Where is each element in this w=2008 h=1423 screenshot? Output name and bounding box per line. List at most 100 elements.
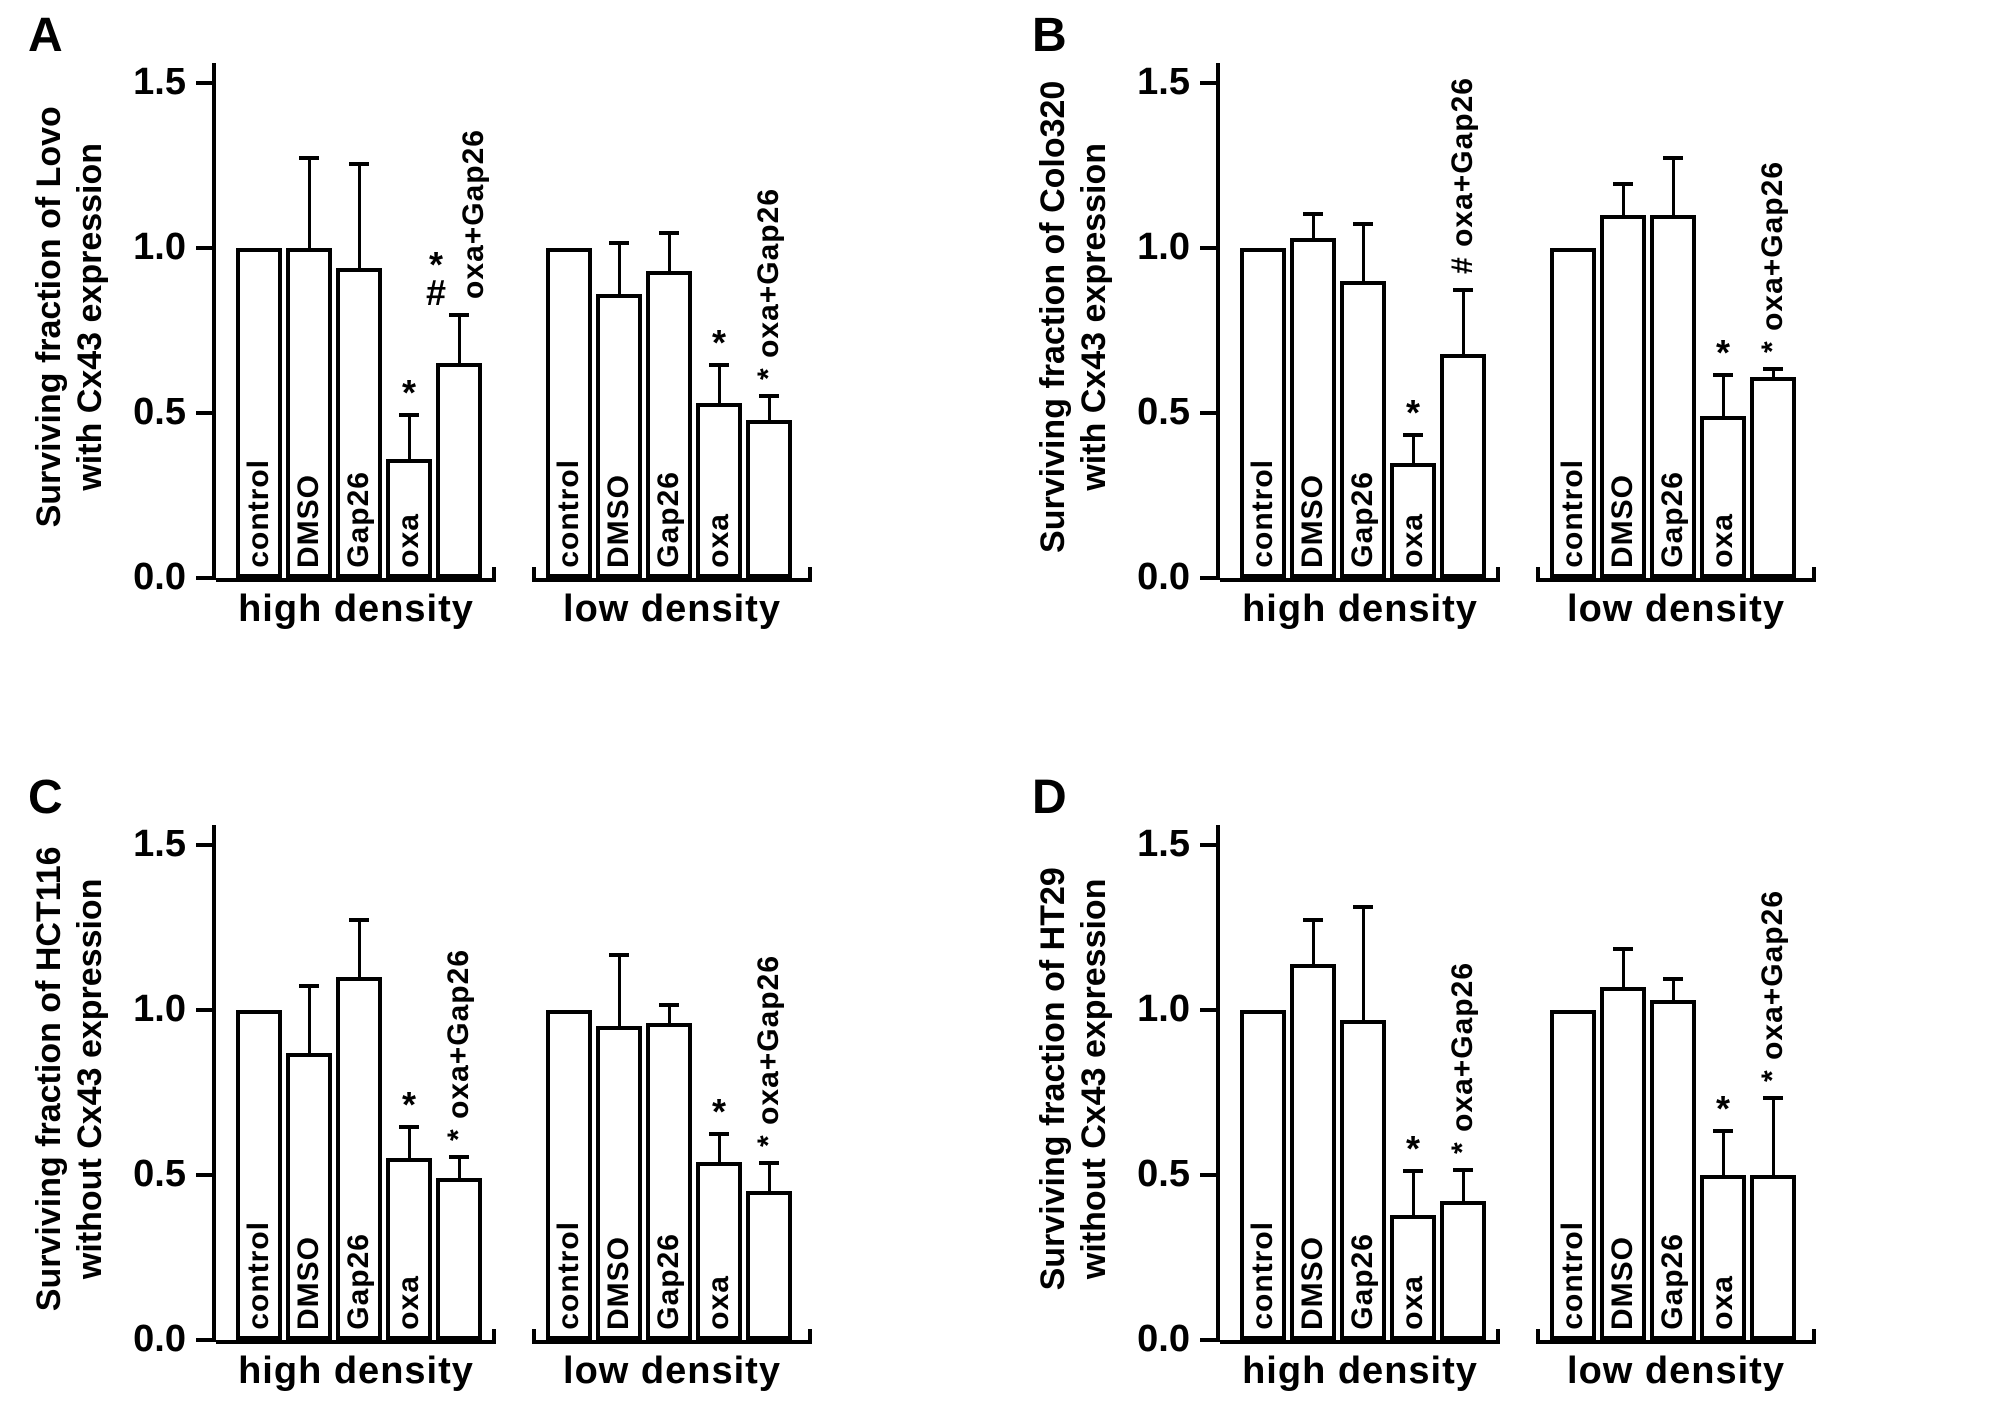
- bar-column-oxa: oxa *: [1390, 825, 1436, 1340]
- baseline-end-tick: [1812, 1329, 1816, 1340]
- bar-oxa: [1390, 1215, 1436, 1340]
- bar-label-control: control: [1246, 1221, 1279, 1330]
- bar-oxa: [1700, 1175, 1746, 1340]
- error-bar-line: [717, 363, 721, 403]
- bar-column-Gap26: Gap26: [1650, 63, 1696, 578]
- y-tick-mark: [1200, 1172, 1216, 1177]
- bar-column-Gap26: Gap26: [336, 63, 382, 578]
- bar-top-label-oxa+Gap26: * oxa+Gap26: [1756, 890, 1789, 1082]
- bar-column-Gap26: Gap26: [646, 825, 692, 1340]
- baseline-end-tick: [1536, 1329, 1540, 1340]
- error-bar-cap: [1713, 373, 1733, 377]
- significance-marker: *: [396, 1083, 422, 1125]
- bar-control: [236, 248, 282, 578]
- y-axis-label: Surviving fraction of Colo320 with Cx43 e…: [1033, 17, 1115, 617]
- y-axis-label: Surviving fraction of HCT116 without Cx43…: [29, 779, 111, 1379]
- y-axis-line: [1216, 63, 1220, 580]
- panel-A: A Surviving fraction of Lovo with Cx43 exp…: [2, 8, 1002, 658]
- bar-column-control: control: [546, 825, 592, 1340]
- error-bar-cap: [759, 1161, 779, 1165]
- bar-oxa: [696, 403, 742, 578]
- bar-label-DMSO: DMSO: [1606, 1236, 1639, 1330]
- bar-column-Gap26: Gap26: [1650, 825, 1696, 1340]
- bar-control: [1240, 248, 1286, 578]
- bar-label-DMSO: DMSO: [602, 1236, 635, 1330]
- bar-column-Gap26: Gap26: [1340, 825, 1386, 1340]
- y-tick-mark: [196, 245, 212, 250]
- bar-oxa: [386, 459, 432, 578]
- error-bar-cap: [1663, 977, 1683, 981]
- y-axis-label: Surviving fraction of Lovo with Cx43 expr…: [29, 17, 111, 617]
- bar-control: [546, 248, 592, 578]
- error-bar-line: [767, 1161, 771, 1191]
- bar-label-Gap26: Gap26: [652, 471, 685, 568]
- marker-glyph: *: [401, 1083, 416, 1125]
- bar-label-Gap26: Gap26: [342, 471, 375, 568]
- y-axis-line: [212, 63, 216, 580]
- error-bar-line: [1621, 947, 1625, 987]
- bar-column-oxa: oxa *: [1700, 63, 1746, 578]
- y-tick-mark: [196, 80, 212, 85]
- bar-Gap26: [1340, 281, 1386, 578]
- bar-label-oxa: oxa: [702, 1275, 735, 1330]
- bar-column-control: control: [546, 63, 592, 578]
- marker-glyph: *: [428, 243, 443, 285]
- bar-Gap26: [646, 1023, 692, 1340]
- bar-group-low-density: control DMSO Gap26 oxa * * oxa+Gap26: [1536, 825, 1816, 1344]
- bar-oxa: [386, 1158, 432, 1340]
- panel-B: B Surviving fraction of Colo320 with Cx43 …: [1006, 8, 2006, 658]
- bar-label-oxa: oxa: [702, 513, 735, 568]
- bar-column-control: control: [236, 63, 282, 578]
- baseline-end-tick: [532, 567, 536, 578]
- y-tick-label: 1.0: [133, 987, 186, 1030]
- y-axis-label-line-2: without Cx43 expression: [71, 878, 109, 1280]
- bar-column-oxa+Gap26: * oxa+Gap26: [1750, 825, 1796, 1340]
- y-tick-mark: [1200, 410, 1216, 415]
- error-bar-line: [1461, 288, 1465, 354]
- bar-label-Gap26: Gap26: [342, 1233, 375, 1330]
- bar-label-Gap26: Gap26: [1656, 1233, 1689, 1330]
- error-bar-line: [1411, 1169, 1415, 1215]
- bar-column-oxa+Gap26: * oxa+Gap26: [1750, 63, 1796, 578]
- bar-column-control: control: [1550, 63, 1596, 578]
- bar-Gap26: [1650, 1000, 1696, 1340]
- y-tick-label: 0.0: [1137, 555, 1190, 598]
- y-axis-label-line-1: Surviving fraction of Lovo: [30, 106, 69, 528]
- bar-group-high-density: control DMSO Gap26 oxa * # oxa+Gap26: [1220, 63, 1500, 582]
- bar-DMSO: [596, 1026, 642, 1340]
- bar-control: [1550, 1010, 1596, 1340]
- marker-glyph: #: [425, 271, 447, 313]
- y-tick-mark: [196, 842, 212, 847]
- error-bar-cap: [349, 918, 369, 922]
- y-tick-label: 0.0: [133, 1317, 186, 1360]
- baseline-end-tick: [1496, 1329, 1500, 1340]
- error-bar-line: [1311, 918, 1315, 964]
- bar-column-control: control: [1240, 825, 1286, 1340]
- y-tick-mark: [1200, 80, 1216, 85]
- error-bar-line: [767, 394, 771, 420]
- bar-oxa+Gap26: [1750, 1175, 1796, 1340]
- error-bar-cap: [349, 162, 369, 166]
- error-bar-line: [457, 313, 461, 363]
- error-bar-cap: [1303, 918, 1323, 922]
- y-tick-label: 1.0: [1137, 225, 1190, 268]
- y-axis-label: Surviving fraction of HT29 without Cx43 e…: [1033, 779, 1115, 1379]
- y-tick-mark: [196, 1172, 212, 1177]
- x-axis-group-label: low density: [1567, 1350, 1785, 1392]
- y-tick-mark: [196, 1007, 212, 1012]
- error-bar-cap: [1353, 222, 1373, 226]
- bar-label-Gap26: Gap26: [1346, 471, 1379, 568]
- bar-DMSO: [286, 1053, 332, 1340]
- error-bar-line: [357, 162, 361, 268]
- panel-letter: B: [1032, 9, 1067, 62]
- y-axis-line: [1216, 825, 1220, 1342]
- marker-glyph: *: [711, 321, 726, 363]
- significance-marker: *: [706, 321, 732, 363]
- bar-column-oxa+Gap26: * oxa+Gap26: [1440, 825, 1486, 1340]
- y-axis-label-line-2: with Cx43 expression: [71, 142, 109, 491]
- y-tick-mark: [196, 1337, 212, 1342]
- bar-oxa+Gap26: [746, 420, 792, 578]
- error-bar-cap: [1353, 905, 1373, 909]
- error-bar-line: [1461, 1168, 1465, 1201]
